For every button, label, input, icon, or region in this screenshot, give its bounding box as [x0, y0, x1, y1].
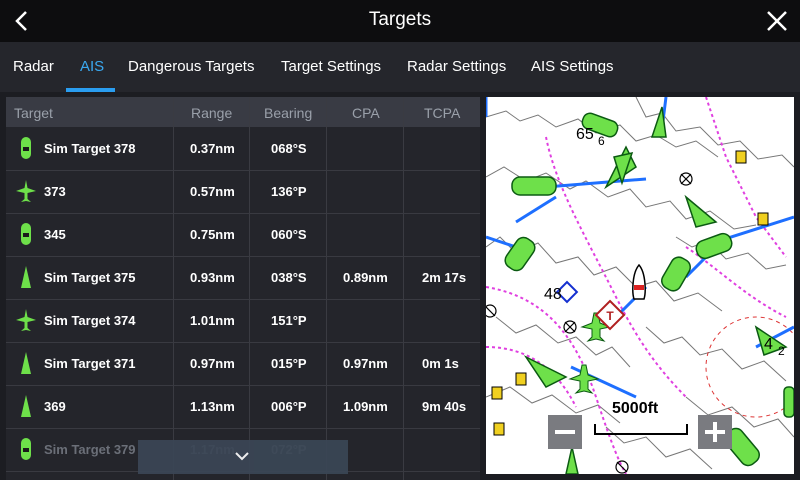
back-button[interactable] [8, 6, 38, 36]
cell-target: Sim Target 374 [44, 313, 136, 328]
nautical-chart: T 65 6 48 4 2 [486, 97, 794, 474]
active-tab-indicator [66, 88, 115, 92]
buoy-markers [491, 150, 769, 436]
zoom-in-button[interactable] [698, 415, 732, 449]
cell-range: 1.13nm [190, 399, 235, 414]
cell-target: 369 [44, 399, 66, 414]
cell-range: 0.75nm [190, 227, 235, 242]
tab-target-settings[interactable]: Target Settings [281, 58, 382, 75]
restricted-area [705, 316, 794, 418]
cell-bearing: 060°S [271, 227, 307, 242]
column-divider [249, 97, 250, 480]
waypoint-marker-icon [555, 280, 579, 304]
depth-label: 4 [764, 336, 773, 353]
depth-label: 2 [778, 344, 785, 358]
cell-target: Sim Target 375 [44, 270, 136, 285]
cell-target: 345 [44, 227, 66, 242]
tab-dangerous-targets[interactable]: Dangerous Targets [128, 58, 255, 75]
table-header: Target Range Bearing CPA TCPA [6, 97, 480, 127]
cell-tcpa: 0m 1s [422, 356, 459, 371]
cell-bearing: 038°S [271, 270, 307, 285]
cell-tcpa: 9m 40s [422, 399, 467, 414]
table-row[interactable]: 373 0.57nm 136°P [6, 170, 480, 214]
column-header-range[interactable]: Range [191, 105, 233, 121]
column-header-tcpa[interactable]: TCPA [424, 105, 461, 121]
depth-label: 65 [576, 126, 594, 143]
cell-range: 0.37nm [190, 141, 235, 156]
table-row[interactable]: Sim Target 378 0.37nm 068°S [6, 127, 480, 171]
cell-target: Sim Target 371 [44, 356, 136, 371]
table-row[interactable]: 345 0.75nm 060°S [6, 213, 480, 257]
targets-table: Target Range Bearing CPA TCPA Sim Target… [6, 97, 480, 480]
aircraft-icon [14, 178, 38, 204]
traffic-lanes [486, 97, 787, 474]
scroll-down-button[interactable] [138, 440, 348, 474]
chevron-left-icon [15, 11, 27, 31]
cell-target: 373 [44, 184, 66, 199]
triangle-target-icon [14, 350, 38, 376]
chevron-down-icon [235, 452, 249, 461]
tab-ais[interactable]: AIS [80, 58, 105, 75]
depth-labels: 65 6 48 4 2 [544, 126, 785, 358]
cell-bearing: 015°P [271, 356, 307, 371]
cell-range: 0.97nm [190, 356, 235, 371]
wreck-symbols [486, 172, 693, 474]
svg-text:T: T [606, 309, 614, 323]
cell-bearing: 006°P [271, 399, 307, 414]
tab-ais-settings[interactable]: AIS Settings [531, 58, 614, 75]
tab-bar: Radar AIS Dangerous Targets Target Setti… [0, 42, 800, 92]
page-title: Targets [368, 9, 432, 30]
cell-target: Sim Target 379 [44, 442, 136, 457]
table-row[interactable]: Sim Target 371 0.97nm 015°P 0.97nm 0m 1s [6, 342, 480, 386]
column-divider [403, 97, 404, 480]
close-icon [767, 11, 787, 31]
map-scale-bar [594, 424, 688, 435]
vessel-icon [14, 221, 38, 247]
ais-targets [504, 106, 794, 474]
cell-bearing: 068°S [271, 141, 307, 156]
cell-range: 0.57nm [190, 184, 235, 199]
cell-range: 0.93nm [190, 270, 235, 285]
table-row[interactable]: Sim Target 374 1.01nm 151°P [6, 299, 480, 343]
cell-cpa: 0.89nm [343, 270, 388, 285]
depth-label: 6 [598, 134, 605, 148]
tab-radar-settings[interactable]: Radar Settings [407, 58, 507, 75]
own-vessel-icon [632, 263, 646, 300]
table-row[interactable]: Sim Target 375 0.93nm 038°S 0.89nm 2m 17s [6, 256, 480, 300]
triangle-target-icon [14, 264, 38, 290]
cell-tcpa: 2m 17s [422, 270, 467, 285]
close-button[interactable] [762, 6, 792, 36]
vessel-icon [14, 436, 38, 462]
zoom-out-button[interactable] [548, 415, 582, 449]
column-header-cpa[interactable]: CPA [352, 105, 380, 121]
column-divider [326, 97, 327, 480]
cell-range: 1.01nm [190, 313, 235, 328]
minus-icon [555, 430, 575, 434]
plus-icon [705, 422, 725, 442]
depth-label: 48 [544, 286, 562, 303]
cell-cpa: 0.97nm [343, 356, 388, 371]
chart-map[interactable]: T 65 6 48 4 2 [486, 97, 794, 474]
table-row[interactable]: 369 1.13nm 006°P 1.09nm 9m 40s [6, 385, 480, 429]
cell-cpa: 1.09nm [343, 399, 388, 414]
column-header-target[interactable]: Target [14, 105, 53, 121]
cell-target: Sim Target 378 [44, 141, 136, 156]
cell-bearing: 136°P [271, 184, 307, 199]
vessel-icon [14, 135, 38, 161]
column-header-bearing[interactable]: Bearing [264, 105, 313, 121]
hazard-marker-icon: T [594, 299, 626, 331]
tab-radar[interactable]: Radar [13, 58, 54, 75]
cell-bearing: 151°P [271, 313, 307, 328]
triangle-target-icon [14, 393, 38, 419]
title-bar: Targets [0, 0, 800, 42]
map-scale-label: 5000ft [612, 400, 659, 417]
column-divider [173, 97, 174, 480]
aircraft-icon [14, 307, 38, 333]
